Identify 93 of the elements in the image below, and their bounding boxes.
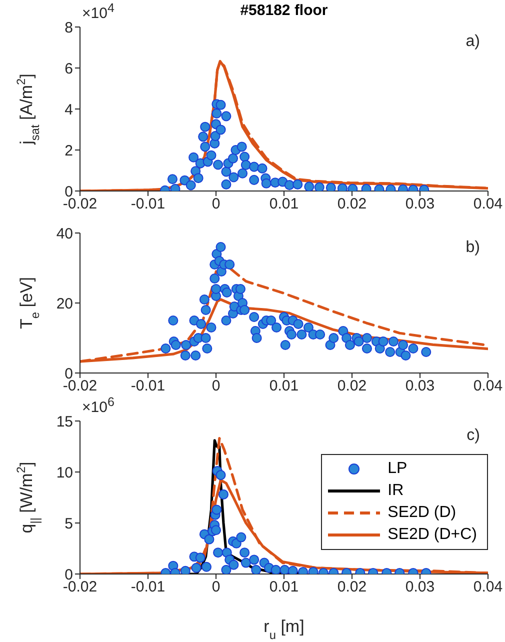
point: [186, 180, 196, 190]
point: [249, 174, 260, 185]
x-tick-label: 0.04: [473, 378, 503, 395]
text: ×10$^{4}$: [82, 1, 114, 22]
point: [304, 182, 314, 191]
point: [216, 100, 226, 110]
x-tick-label: -0.02: [62, 196, 98, 213]
point: [210, 525, 222, 536]
point: [292, 179, 303, 190]
legend-label: IR: [388, 482, 404, 500]
point: [240, 548, 250, 558]
point: [195, 552, 206, 563]
y-tick-label: 5: [64, 515, 73, 532]
point: [191, 562, 202, 573]
y-tick-label: 4: [64, 101, 73, 118]
legend-label: LP: [388, 460, 408, 478]
x-tick-label: -0.02: [62, 578, 98, 596]
x-tick-label: -0.01: [130, 196, 166, 213]
y-tick-label: 20: [56, 295, 73, 312]
annotation: c): [466, 427, 480, 445]
point: [337, 183, 348, 191]
point: [249, 162, 260, 172]
x-axis-title: r$_{u}$ [m]: [264, 617, 304, 642]
annotation: b): [466, 239, 480, 257]
x-tick-label: 0: [212, 378, 220, 395]
point: [314, 182, 324, 191]
point: [270, 564, 281, 574]
x-tick-label: 0.03: [405, 578, 435, 596]
point: [210, 131, 220, 142]
legend-label: SE2D (D+C): [388, 526, 477, 544]
point: [167, 174, 178, 184]
point: [221, 179, 232, 190]
text: ×10$^{6}$: [82, 395, 114, 416]
point: [218, 489, 228, 500]
point: [236, 532, 246, 542]
legend-label: SE2D (D): [388, 504, 456, 522]
point: [200, 122, 210, 132]
point: [228, 172, 239, 182]
point: [261, 178, 272, 188]
y-tick-label: 8: [64, 19, 73, 36]
x-tick-label: -0.01: [130, 378, 166, 395]
point: [284, 180, 294, 190]
y-tick-label: 2: [64, 142, 73, 160]
point: [257, 163, 268, 174]
point: [212, 108, 222, 119]
point: [240, 558, 251, 568]
point: [288, 566, 298, 574]
x-tick-label: -0.02: [62, 378, 98, 395]
point: [216, 124, 226, 135]
x-tick-label: 0.02: [337, 196, 367, 213]
point: [280, 564, 290, 574]
point: [180, 566, 190, 574]
point: [251, 564, 262, 574]
point: [326, 182, 336, 191]
point: [198, 132, 208, 142]
x-tick-label: 0.03: [405, 378, 435, 395]
y-tick-label: 6: [64, 60, 73, 78]
point: [236, 142, 247, 152]
x-tick-label: 0.02: [337, 378, 367, 395]
x-tick-label: 0.02: [337, 578, 367, 596]
point: [206, 150, 216, 160]
x-tick-label: -0.01: [130, 578, 166, 596]
x-tick-label: 0.03: [405, 196, 435, 213]
point: [228, 153, 238, 164]
x-tick-label: 0.01: [269, 578, 299, 596]
point: [240, 152, 250, 162]
x-tick-label: 0.01: [269, 378, 299, 395]
point: [228, 560, 239, 570]
point: [238, 168, 248, 178]
point: [240, 160, 251, 170]
point: [221, 111, 232, 122]
point: [188, 152, 199, 162]
point: [221, 166, 232, 177]
y-tick-label: 15: [56, 413, 73, 430]
y-tick-label: 10: [56, 464, 73, 482]
y-tick-label: 40: [56, 225, 73, 242]
point: [216, 470, 226, 480]
point: [212, 504, 222, 515]
x-tick-label: 0.04: [473, 578, 503, 596]
point: [249, 554, 260, 565]
annotation: a): [466, 33, 480, 51]
x-tick-label: 0.01: [269, 196, 299, 213]
x-tick-label: 0.04: [473, 196, 503, 213]
x-tick-label: 0: [212, 578, 220, 596]
point: [193, 173, 204, 184]
chart-title: #58182 floor: [240, 2, 328, 19]
x-tick-label: 0: [212, 196, 220, 213]
point: [204, 534, 214, 544]
point: [213, 548, 224, 558]
point: [221, 564, 232, 574]
point: [201, 562, 212, 572]
point: [200, 142, 210, 152]
point: [213, 160, 224, 170]
